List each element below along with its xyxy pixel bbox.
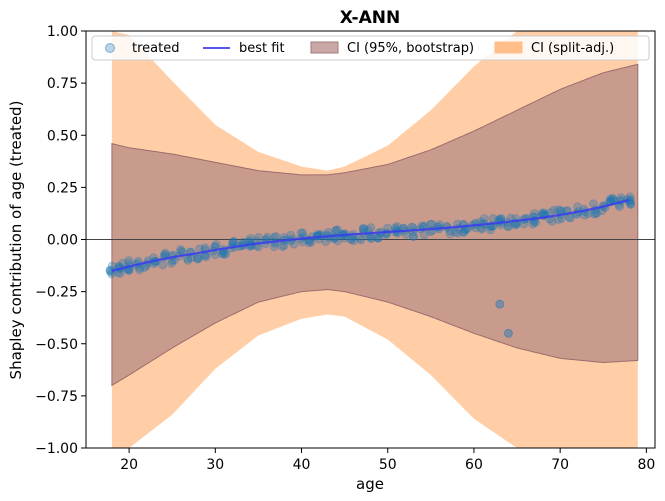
- scatter-point: [135, 265, 145, 275]
- chart-title: X-ANN: [340, 8, 400, 28]
- scatter-point: [201, 252, 211, 262]
- scatter-point: [331, 225, 341, 235]
- scatter-point: [193, 254, 203, 264]
- legend-ci-bootstrap-label: CI (95%, bootstrap): [347, 41, 474, 56]
- scatter-point: [589, 209, 599, 219]
- scatter-point: [221, 249, 231, 259]
- scatter-point: [409, 231, 419, 241]
- scatter-point: [183, 255, 193, 265]
- scatter-point: [263, 232, 272, 242]
- scatter-point: [349, 236, 359, 246]
- scatter-point: [408, 232, 418, 242]
- scatter-point: [479, 214, 489, 224]
- legend-treated-marker: [105, 43, 115, 53]
- legend-ci-split-swatch: [494, 41, 523, 54]
- best-fit-line: [111, 198, 630, 272]
- scatter-point: [458, 227, 468, 237]
- scatter-outlier: [503, 328, 513, 338]
- legend-best-fit-label: best fit: [239, 41, 285, 56]
- scatter-point: [229, 236, 239, 246]
- y-tick-label: −0.75: [35, 389, 78, 405]
- x-tick-label: 20: [120, 457, 138, 473]
- y-tick-label: −0.50: [35, 337, 78, 353]
- y-tick-label: −1.00: [35, 441, 78, 457]
- scatter-point: [219, 249, 229, 259]
- scatter-point: [106, 267, 116, 277]
- scatter-point: [160, 248, 170, 258]
- x-tick-label: 40: [293, 457, 311, 473]
- scatter-point: [115, 268, 125, 278]
- scatter-point: [608, 194, 618, 203]
- x-tick-label: 50: [379, 457, 397, 473]
- scatter-point: [547, 216, 557, 226]
- y-tick-label: 1.00: [47, 24, 78, 40]
- scatter-point: [333, 236, 343, 246]
- x-tick-label: 30: [206, 457, 224, 473]
- scatter-point: [211, 240, 221, 249]
- x-tick-label: 60: [465, 457, 483, 473]
- scatter-point: [554, 205, 563, 215]
- ci-bootstrap-band-layer: [111, 63, 639, 387]
- scatter-layer: [105, 192, 636, 338]
- scatter-point: [167, 258, 177, 268]
- x-tick-label: 70: [551, 457, 569, 473]
- scatter-point: [626, 200, 636, 209]
- plot-area: [85, 30, 656, 449]
- best-fit-layer: [111, 198, 630, 272]
- scatter-point: [366, 234, 376, 244]
- scatter-point: [332, 225, 342, 235]
- scatter-point: [459, 227, 469, 237]
- scatter-point: [589, 199, 598, 209]
- scatter-point: [549, 205, 558, 215]
- scatter-point: [373, 233, 383, 243]
- scatter-point: [374, 233, 383, 243]
- scatter-point: [359, 223, 368, 233]
- scatter-point: [591, 209, 601, 219]
- scatter-point: [485, 225, 495, 235]
- y-axis-label: Shapley contribution of age (treated): [7, 101, 25, 380]
- y-axis: −1.00 −0.75 −0.50 −0.25 0.00 0.25 0.50 0.75 1.00: [35, 24, 86, 457]
- scatter-point: [279, 241, 289, 250]
- scatter-point: [124, 256, 134, 265]
- scatter-point: [625, 192, 635, 202]
- scatter-point: [246, 233, 255, 243]
- y-tick-label: −0.25: [35, 285, 78, 301]
- scatter-point: [606, 194, 615, 204]
- scatter-point: [530, 209, 539, 218]
- y-tick-label: 0.75: [47, 76, 78, 92]
- x-axis-label: age: [356, 475, 384, 493]
- scatter-point: [277, 242, 287, 251]
- x-axis: 20 30 40 50 60 70 80: [120, 448, 655, 473]
- scatter-point: [453, 228, 463, 238]
- x-tick-label: 80: [637, 457, 655, 473]
- scatter-point: [192, 254, 202, 264]
- scatter-point: [503, 221, 513, 231]
- scatter-point: [373, 233, 383, 243]
- legend: treated best fit CI (95%, bootstrap) CI …: [91, 35, 650, 61]
- y-tick-label: 0.25: [47, 180, 78, 196]
- scatter-point: [296, 228, 306, 238]
- scatter-point: [626, 199, 635, 209]
- y-tick-label: 0.50: [47, 128, 78, 144]
- ci-bootstrap-band: [111, 63, 639, 387]
- scatter-point: [528, 219, 538, 229]
- scatter-point: [445, 229, 455, 239]
- scatter-point: [254, 233, 263, 242]
- legend-ci-split-label: CI (split-adj.): [531, 41, 614, 56]
- scatter-point: [298, 228, 308, 238]
- scatter-point: [356, 235, 366, 245]
- scatter-point: [419, 230, 429, 240]
- scatter-point: [608, 194, 617, 204]
- y-tick-label: 0.00: [47, 233, 78, 249]
- scatter-point: [366, 223, 376, 233]
- legend-treated-label: treated: [132, 41, 179, 56]
- scatter-point: [176, 245, 186, 255]
- legend-ci-bootstrap-swatch: [310, 41, 339, 54]
- scatter-point: [158, 260, 168, 270]
- scatter-outlier: [495, 299, 505, 309]
- scatter-point: [107, 269, 116, 279]
